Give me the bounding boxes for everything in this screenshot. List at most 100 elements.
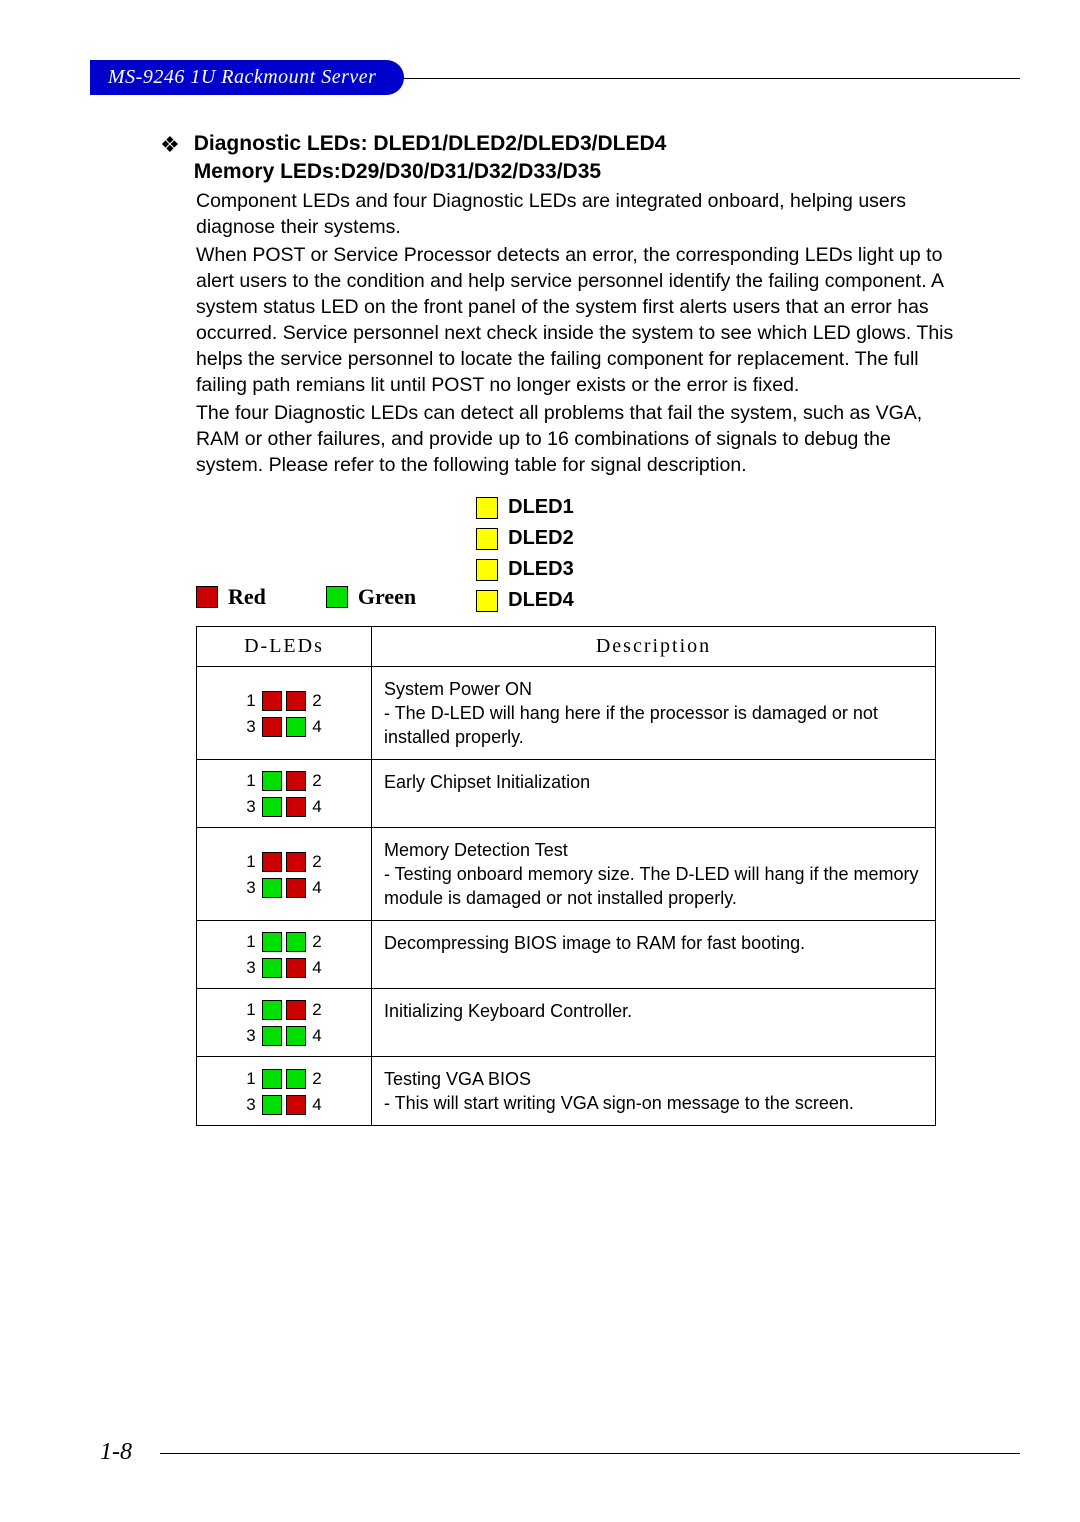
page-number: 1-8 bbox=[100, 1439, 132, 1466]
table-header-dleds: D-LEDs bbox=[197, 627, 372, 667]
led-number: 4 bbox=[310, 878, 324, 898]
green-led-icon bbox=[262, 1069, 282, 1089]
green-led-icon bbox=[286, 717, 306, 737]
description-cell: System Power ON- The D-LED will hang her… bbox=[372, 667, 936, 760]
legend: Red Green DLED1 DLED2 DLED3 DLED4 bbox=[196, 496, 960, 612]
yellow-swatch-icon bbox=[476, 559, 498, 581]
led-number: 1 bbox=[244, 1069, 258, 1089]
green-led-icon bbox=[286, 1026, 306, 1046]
dled-1-label: DLED1 bbox=[508, 496, 574, 519]
legend-colors: Red Green bbox=[196, 584, 416, 612]
red-led-icon bbox=[286, 852, 306, 872]
description-cell: Memory Detection Test- Testing onboard m… bbox=[372, 828, 936, 921]
table-row: 1 2 3 4 Early Chipset Initialization bbox=[197, 760, 936, 828]
led-number: 1 bbox=[244, 852, 258, 872]
paragraph-3: The four Diagnostic LEDs can detect all … bbox=[196, 400, 960, 478]
led-number: 4 bbox=[310, 958, 324, 978]
content-block: ❖ Diagnostic LEDs: DLED1/DLED2/DLED3/DLE… bbox=[160, 130, 960, 1126]
led-pattern-cell: 1 2 3 4 bbox=[197, 989, 372, 1057]
led-number: 2 bbox=[310, 771, 324, 791]
legend-green-label: Green bbox=[358, 584, 416, 610]
led-number: 2 bbox=[310, 1069, 324, 1089]
led-number: 3 bbox=[244, 717, 258, 737]
green-led-icon bbox=[262, 1000, 282, 1020]
dled-3-label: DLED3 bbox=[508, 558, 574, 581]
green-led-icon bbox=[286, 932, 306, 952]
green-led-icon bbox=[262, 797, 282, 817]
table-row: 1 2 3 4 Initializing Keyboard Controller. bbox=[197, 989, 936, 1057]
table-row: 1 2 3 4 Testing VGA BIOS- This will start wr… bbox=[197, 1057, 936, 1126]
red-led-icon bbox=[262, 852, 282, 872]
table-row: 1 2 3 4 Memory Detection Test- Testing onboa… bbox=[197, 828, 936, 921]
legend-green: Green bbox=[326, 584, 416, 610]
led-number: 2 bbox=[310, 852, 324, 872]
led-number: 3 bbox=[244, 797, 258, 817]
yellow-swatch-icon bbox=[476, 528, 498, 550]
red-led-icon bbox=[286, 691, 306, 711]
description-cell: Initializing Keyboard Controller. bbox=[372, 989, 936, 1057]
red-led-icon bbox=[286, 958, 306, 978]
paragraph-1: Component LEDs and four Diagnostic LEDs … bbox=[196, 188, 960, 240]
led-pattern-cell: 1 2 3 4 bbox=[197, 1057, 372, 1126]
led-number: 4 bbox=[310, 717, 324, 737]
header-title: MS-9246 1U Rackmount Server bbox=[90, 60, 404, 95]
red-led-icon bbox=[262, 717, 282, 737]
green-led-icon bbox=[286, 1069, 306, 1089]
description-cell: Decompressing BIOS image to RAM for fast… bbox=[372, 921, 936, 989]
legend-red: Red bbox=[196, 584, 266, 610]
led-pattern-cell: 1234 bbox=[197, 921, 372, 989]
description-cell: Early Chipset Initialization bbox=[372, 760, 936, 828]
legend-red-label: Red bbox=[228, 584, 266, 610]
green-led-icon bbox=[262, 878, 282, 898]
led-pattern-cell: 1 2 3 4 bbox=[197, 760, 372, 828]
green-led-icon bbox=[262, 771, 282, 791]
dled-3: DLED3 bbox=[476, 558, 574, 581]
green-swatch-icon bbox=[326, 586, 348, 608]
green-led-icon bbox=[262, 958, 282, 978]
dled-2: DLED2 bbox=[476, 527, 574, 550]
led-number: 4 bbox=[310, 1095, 324, 1115]
led-number: 1 bbox=[244, 691, 258, 711]
led-number: 3 bbox=[244, 958, 258, 978]
dled-2-label: DLED2 bbox=[508, 527, 574, 550]
led-number: 1 bbox=[244, 771, 258, 791]
table-row: 1234Decompressing BIOS image to RAM for … bbox=[197, 921, 936, 989]
diamond-bullet-icon: ❖ bbox=[160, 132, 180, 158]
section-heading-2: Memory LEDs:D29/D30/D31/D32/D33/D35 bbox=[194, 158, 667, 186]
led-number: 4 bbox=[310, 797, 324, 817]
led-number: 1 bbox=[244, 1000, 258, 1020]
description-cell: Testing VGA BIOS- This will start writin… bbox=[372, 1057, 936, 1126]
red-led-icon bbox=[286, 878, 306, 898]
dled-4: DLED4 bbox=[476, 589, 574, 612]
section-heading-1: Diagnostic LEDs: DLED1/DLED2/DLED3/DLED4 bbox=[194, 130, 667, 158]
green-led-icon bbox=[262, 1026, 282, 1046]
led-number: 3 bbox=[244, 1026, 258, 1046]
dled-1: DLED1 bbox=[476, 496, 574, 519]
paragraph-2: When POST or Service Processor detects a… bbox=[196, 242, 960, 398]
led-pattern-cell: 1 2 3 4 bbox=[197, 828, 372, 921]
led-number: 4 bbox=[310, 1026, 324, 1046]
green-led-icon bbox=[262, 1095, 282, 1115]
yellow-swatch-icon bbox=[476, 497, 498, 519]
yellow-swatch-icon bbox=[476, 590, 498, 612]
led-number: 3 bbox=[244, 1095, 258, 1115]
red-swatch-icon bbox=[196, 586, 218, 608]
green-led-icon bbox=[262, 932, 282, 952]
footer-rule bbox=[160, 1453, 1020, 1454]
header: MS-9246 1U Rackmount Server bbox=[100, 60, 980, 100]
led-number: 3 bbox=[244, 878, 258, 898]
table-row: 1 2 3 4 System Power ON- The D-LED will hang… bbox=[197, 667, 936, 760]
table-header-description: Description bbox=[372, 627, 936, 667]
led-pattern-cell: 1 2 3 4 bbox=[197, 667, 372, 760]
red-led-icon bbox=[286, 1000, 306, 1020]
red-led-icon bbox=[286, 1095, 306, 1115]
dled-table: D-LEDs Description 1 2 3 4 System Power ON- … bbox=[196, 626, 936, 1126]
page: MS-9246 1U Rackmount Server ❖ Diagnostic… bbox=[0, 0, 1080, 1522]
red-led-icon bbox=[286, 771, 306, 791]
red-led-icon bbox=[262, 691, 282, 711]
dled-list: DLED1 DLED2 DLED3 DLED4 bbox=[476, 496, 574, 612]
led-number: 1 bbox=[244, 932, 258, 952]
dled-4-label: DLED4 bbox=[508, 589, 574, 612]
led-number: 2 bbox=[310, 1000, 324, 1020]
led-number: 2 bbox=[310, 691, 324, 711]
